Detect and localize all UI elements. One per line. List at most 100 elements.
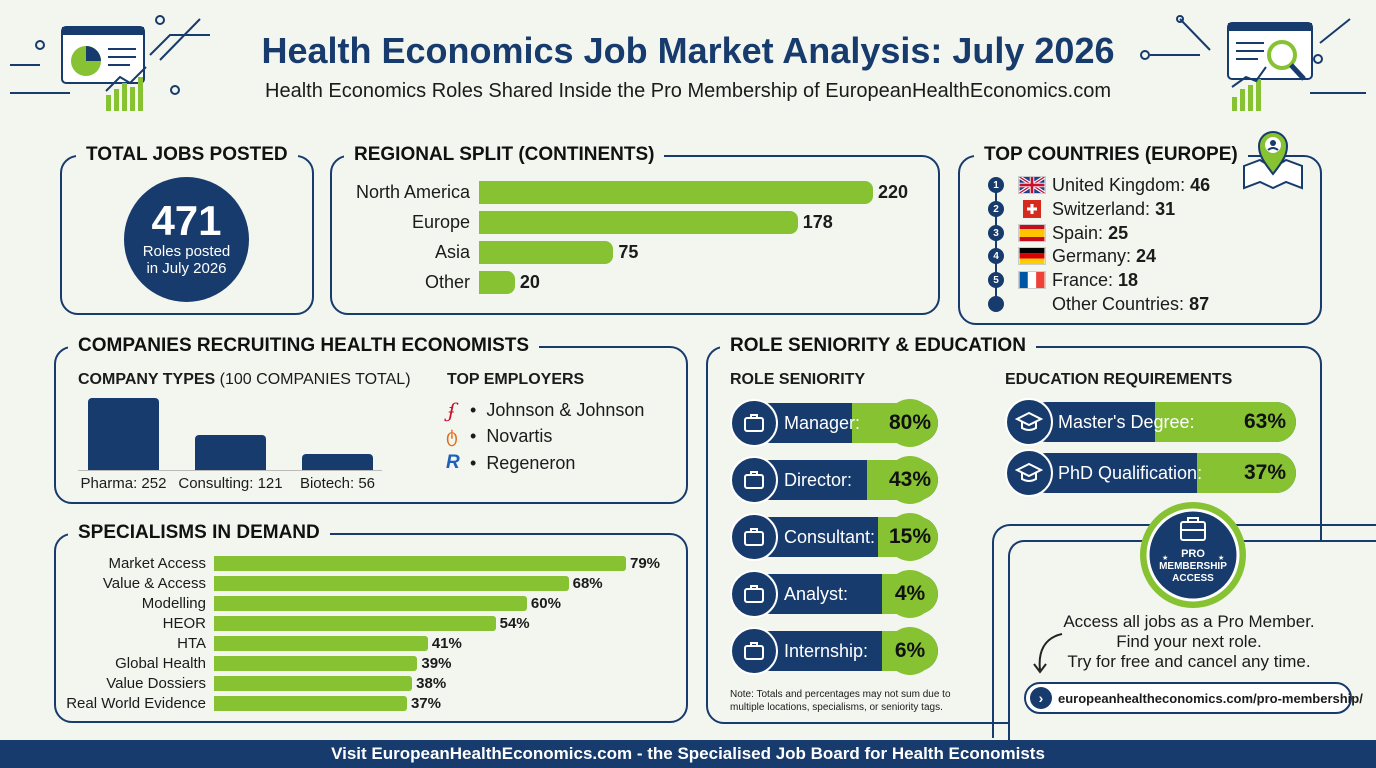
top-employers-heading: TOP EMPLOYERS: [447, 371, 585, 388]
education-pill-fill: [1196, 453, 1296, 493]
briefcase-icon: [730, 399, 778, 447]
total-jobs-circle: 471 Roles posted in July 2026: [124, 177, 249, 302]
specialism-label: Modelling: [141, 595, 206, 612]
total-jobs-caption-2: in July 2026: [146, 260, 227, 277]
region-bar: [479, 211, 798, 234]
role-pill: Manager: 80%: [750, 399, 938, 447]
role-value: 6%: [886, 627, 934, 675]
role-label: Consultant:: [784, 527, 876, 547]
region-value: 75: [618, 242, 639, 262]
region-bar: [479, 181, 873, 204]
country-spain: Spain: 25: [1052, 223, 1129, 243]
specialism-value: 37%: [410, 695, 441, 712]
specialism-value: 79%: [630, 555, 661, 572]
education-value: 37%: [1243, 461, 1287, 484]
country-rank-2: 2: [988, 201, 1004, 217]
specialism-bar: [214, 636, 428, 651]
role-label: Analyst:: [784, 584, 849, 604]
specialism-value: 60%: [530, 595, 561, 612]
badge-line-2: MEMBERSHIP: [1159, 561, 1227, 572]
pro-membership-badge: ★ ★: [1140, 502, 1246, 608]
country-rank-3: 3: [988, 225, 1004, 241]
role-pill: Internship: 6%: [750, 627, 938, 675]
countries-heading: TOP COUNTRIES (EUROPE): [974, 144, 1248, 166]
education-heading: EDUCATION REQUIREMENTS: [1005, 371, 1233, 388]
region-label: Other: [424, 272, 470, 292]
education-label: Master's Degree:: [1058, 412, 1195, 432]
country-rank-5: 5: [988, 272, 1004, 288]
search-chart-icon: [1140, 15, 1366, 111]
analyst-icon: [730, 570, 778, 618]
region-label: Asia: [434, 242, 470, 262]
pro-membership-link[interactable]: › europeanhealtheconomics.com/pro-member…: [1024, 682, 1363, 714]
company-type-label: Biotech: 56: [299, 475, 376, 492]
region-bar: [479, 241, 614, 264]
countries-timeline: [995, 186, 997, 304]
companies-heading: COMPANIES RECRUITING HEALTH ECONOMISTS: [68, 335, 540, 357]
country-rank-other: [988, 296, 1004, 312]
company-types-heading: COMPANY TYPES (100 COMPANIES TOTAL): [78, 371, 411, 388]
specialism-label: Value Dossiers: [106, 675, 206, 692]
uk-flag-icon: [1018, 176, 1046, 194]
specialism-label: HEOR: [162, 615, 206, 632]
role-value: 4%: [886, 570, 934, 618]
region-label: North America: [355, 182, 470, 202]
company-type-bar: [195, 435, 266, 470]
specialism-bar: [214, 696, 407, 711]
region-value: 20: [519, 272, 540, 292]
country-rank-4: 4: [988, 248, 1004, 264]
specialism-value: 41%: [431, 635, 462, 652]
specialism-value: 68%: [572, 575, 603, 592]
specialism-label: Value & Access: [102, 575, 206, 592]
jnj-logo-icon: ʄ: [448, 398, 456, 422]
director-icon: [730, 456, 778, 504]
specialism-bar: [214, 556, 626, 571]
country-germany: Germany: 24: [1052, 246, 1157, 266]
spain-flag-icon: [1018, 224, 1046, 242]
graduation-cap-icon: [1005, 449, 1053, 497]
france-flag-icon: [1018, 271, 1046, 289]
education-value: 63%: [1243, 410, 1287, 433]
specialism-value: 38%: [416, 675, 447, 692]
specialism-bar: [214, 616, 496, 631]
seniority-heading: ROLE SENIORITY & EDUCATION: [720, 335, 1036, 357]
region-value: 178: [802, 212, 833, 232]
consultant-icon: [730, 513, 778, 561]
total-jobs-value: 471: [151, 197, 222, 244]
specialism-value: 39%: [421, 655, 452, 672]
svg-text:★: ★: [1162, 554, 1168, 562]
education-label: PhD Qualification:: [1058, 463, 1203, 483]
graduation-cap-icon: [730, 627, 778, 675]
education-pill-fill: [1155, 402, 1296, 442]
country-rank-1: 1: [988, 177, 1004, 193]
switzerland-flag-icon: [1023, 200, 1041, 218]
specialism-label: Global Health: [115, 655, 206, 672]
footer-banner[interactable]: Visit EuropeanHealthEconomics.com - the …: [0, 740, 1376, 768]
germany-flag-icon: [1018, 247, 1046, 265]
country-uk: United Kingdom: 46: [1052, 175, 1211, 195]
region-value: 220: [878, 182, 909, 202]
education-pill: PhD Qualification: 37%: [1026, 453, 1296, 493]
specialism-bar: [214, 596, 527, 611]
specialism-value: 54%: [499, 615, 530, 632]
promo-line-3: Try for free and cancel any time.: [1067, 652, 1311, 671]
role-label: Director:: [784, 470, 853, 490]
employer-jnj: • Johnson & Johnson: [470, 400, 645, 420]
chevron-right-icon: ›: [1030, 687, 1052, 709]
role-value: 80%: [886, 399, 934, 447]
regeneron-logo-icon: R: [446, 452, 460, 473]
company-type-bar: [88, 398, 159, 470]
role-pill: Consultant: 15%: [750, 513, 938, 561]
page-title: Health Economics Job Market Analysis: Ju…: [261, 30, 1115, 71]
company-types-baseline: [78, 470, 382, 471]
map-pin-icon: [1243, 131, 1303, 190]
specialism-bar: [214, 576, 569, 591]
employer-novartis: • Novartis: [470, 426, 553, 446]
svg-text:★: ★: [1218, 554, 1224, 562]
pro-membership-link-text: europeanhealtheconomics.com/pro-membersh…: [1058, 691, 1363, 706]
seniority-note: Note: Totals and percentages may not sum…: [730, 689, 951, 713]
total-jobs-heading: TOTAL JOBS POSTED: [76, 144, 298, 166]
employer-regeneron: • Regeneron: [470, 453, 576, 473]
promo-line-1: Access all jobs as a Pro Member.: [1063, 612, 1315, 631]
graduation-cap-icon: [1005, 398, 1053, 446]
